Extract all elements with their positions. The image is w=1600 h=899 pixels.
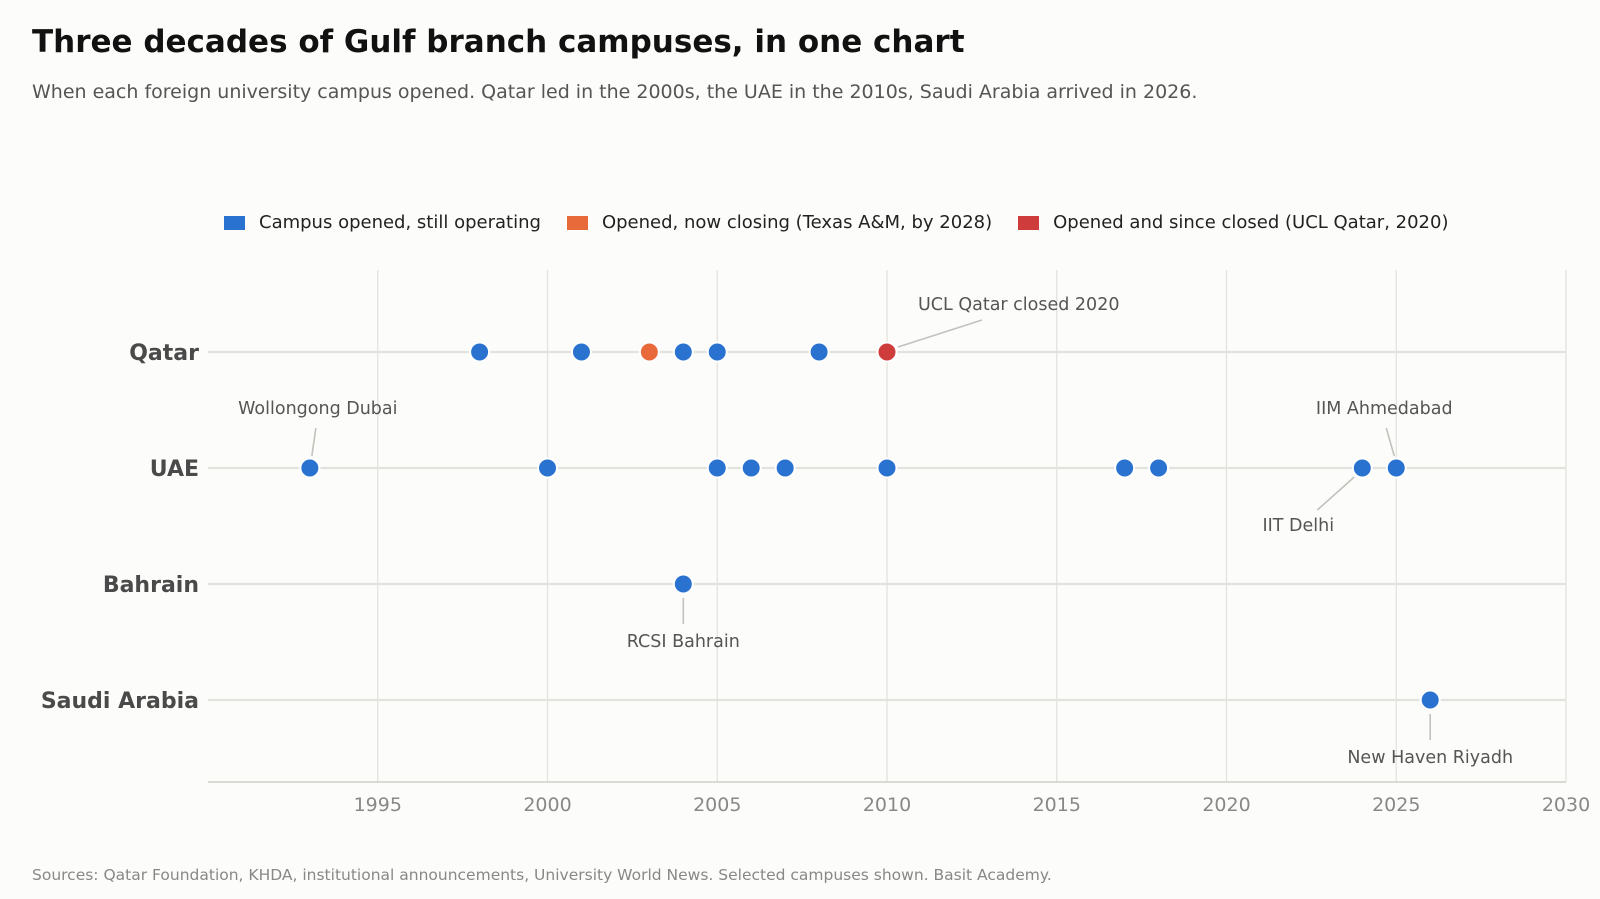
point-uae-2025 [1385,457,1407,479]
category-label-saudi-arabia: Saudi Arabia [41,689,199,714]
legend-label-open: Campus opened, still operating [259,212,541,233]
point-qatar-2001 [570,341,592,363]
annotation-leader-wollongong-dubai [311,427,317,457]
point-uae-2006 [740,457,762,479]
point-qatar-1998 [469,341,491,363]
chart-title: Three decades of Gulf branch campuses, i… [32,24,965,60]
x-tick-label-2010: 2010 [863,794,911,816]
x-tick-label-1995: 1995 [354,794,402,816]
point-uae-1993 [299,457,321,479]
category-label-qatar: Qatar [129,341,199,366]
point-uae-2024 [1351,457,1373,479]
legend-swatch-open [224,215,245,230]
point-qatar-2008 [808,341,830,363]
x-tick-label-2015: 2015 [1033,794,1081,816]
x-tick-label-2030: 2030 [1542,794,1590,816]
point-bahrain-2004 [672,573,694,595]
x-tick-label-2020: 2020 [1202,794,1250,816]
point-qatar-2004 [672,341,694,363]
legend-item-open: Campus opened, still operating [224,212,541,233]
annotation-label-rcsi-bahrain: RCSI Bahrain [627,632,740,652]
x-tick-label-2005: 2005 [693,794,741,816]
legend-label-closed: Opened and since closed (UCL Qatar, 2020… [1053,212,1449,233]
point-uae-2018 [1148,457,1170,479]
category-label-bahrain: Bahrain [103,573,199,598]
annotation-label-ucl-qatar-closed-2020: UCL Qatar closed 2020 [918,295,1119,315]
point-uae-2007 [774,457,796,479]
legend: Campus opened, still operating Opened, n… [224,212,1474,233]
source-note: Sources: Qatar Foundation, KHDA, institu… [32,866,1052,884]
legend-swatch-closed [1018,215,1040,230]
x-tick-label-2025: 2025 [1372,794,1420,816]
point-uae-2010 [876,457,898,479]
point-qatar-2005 [706,341,728,363]
legend-item-closing: Opened, now closing (Texas A&M, by 2028) [566,212,993,233]
category-label-uae: UAE [150,457,199,482]
legend-swatch-closing [566,215,588,230]
annotation-label-iit-delhi: IIT Delhi [1262,516,1334,536]
point-uae-2000 [537,457,558,479]
x-tick-label-2000: 2000 [523,794,571,816]
annotation-leader-iit-delhi [1316,476,1355,511]
annotation-label-new-haven-riyadh: New Haven Riyadh [1347,748,1513,768]
legend-label-closing: Opened, now closing (Texas A&M, by 2028) [601,212,993,233]
point-uae-2017 [1114,457,1136,479]
annotation-label-wollongong-dubai: Wollongong Dubai [238,399,397,419]
annotation-label-iim-ahmedabad: IIM Ahmedabad [1316,399,1453,419]
point-qatar-2003 [638,341,660,363]
point-saudi-arabia-2026 [1419,689,1441,711]
annotation-leader-ucl-qatar-closed-2020 [897,319,983,348]
annotation-leader-iim-ahmedabad [1385,427,1396,457]
point-qatar-2010 [876,341,898,363]
point-uae-2005 [706,457,728,479]
legend-item-closed: Opened and since closed (UCL Qatar, 2020… [1018,212,1448,233]
chart-subtitle: When each foreign university campus open… [32,81,1198,103]
